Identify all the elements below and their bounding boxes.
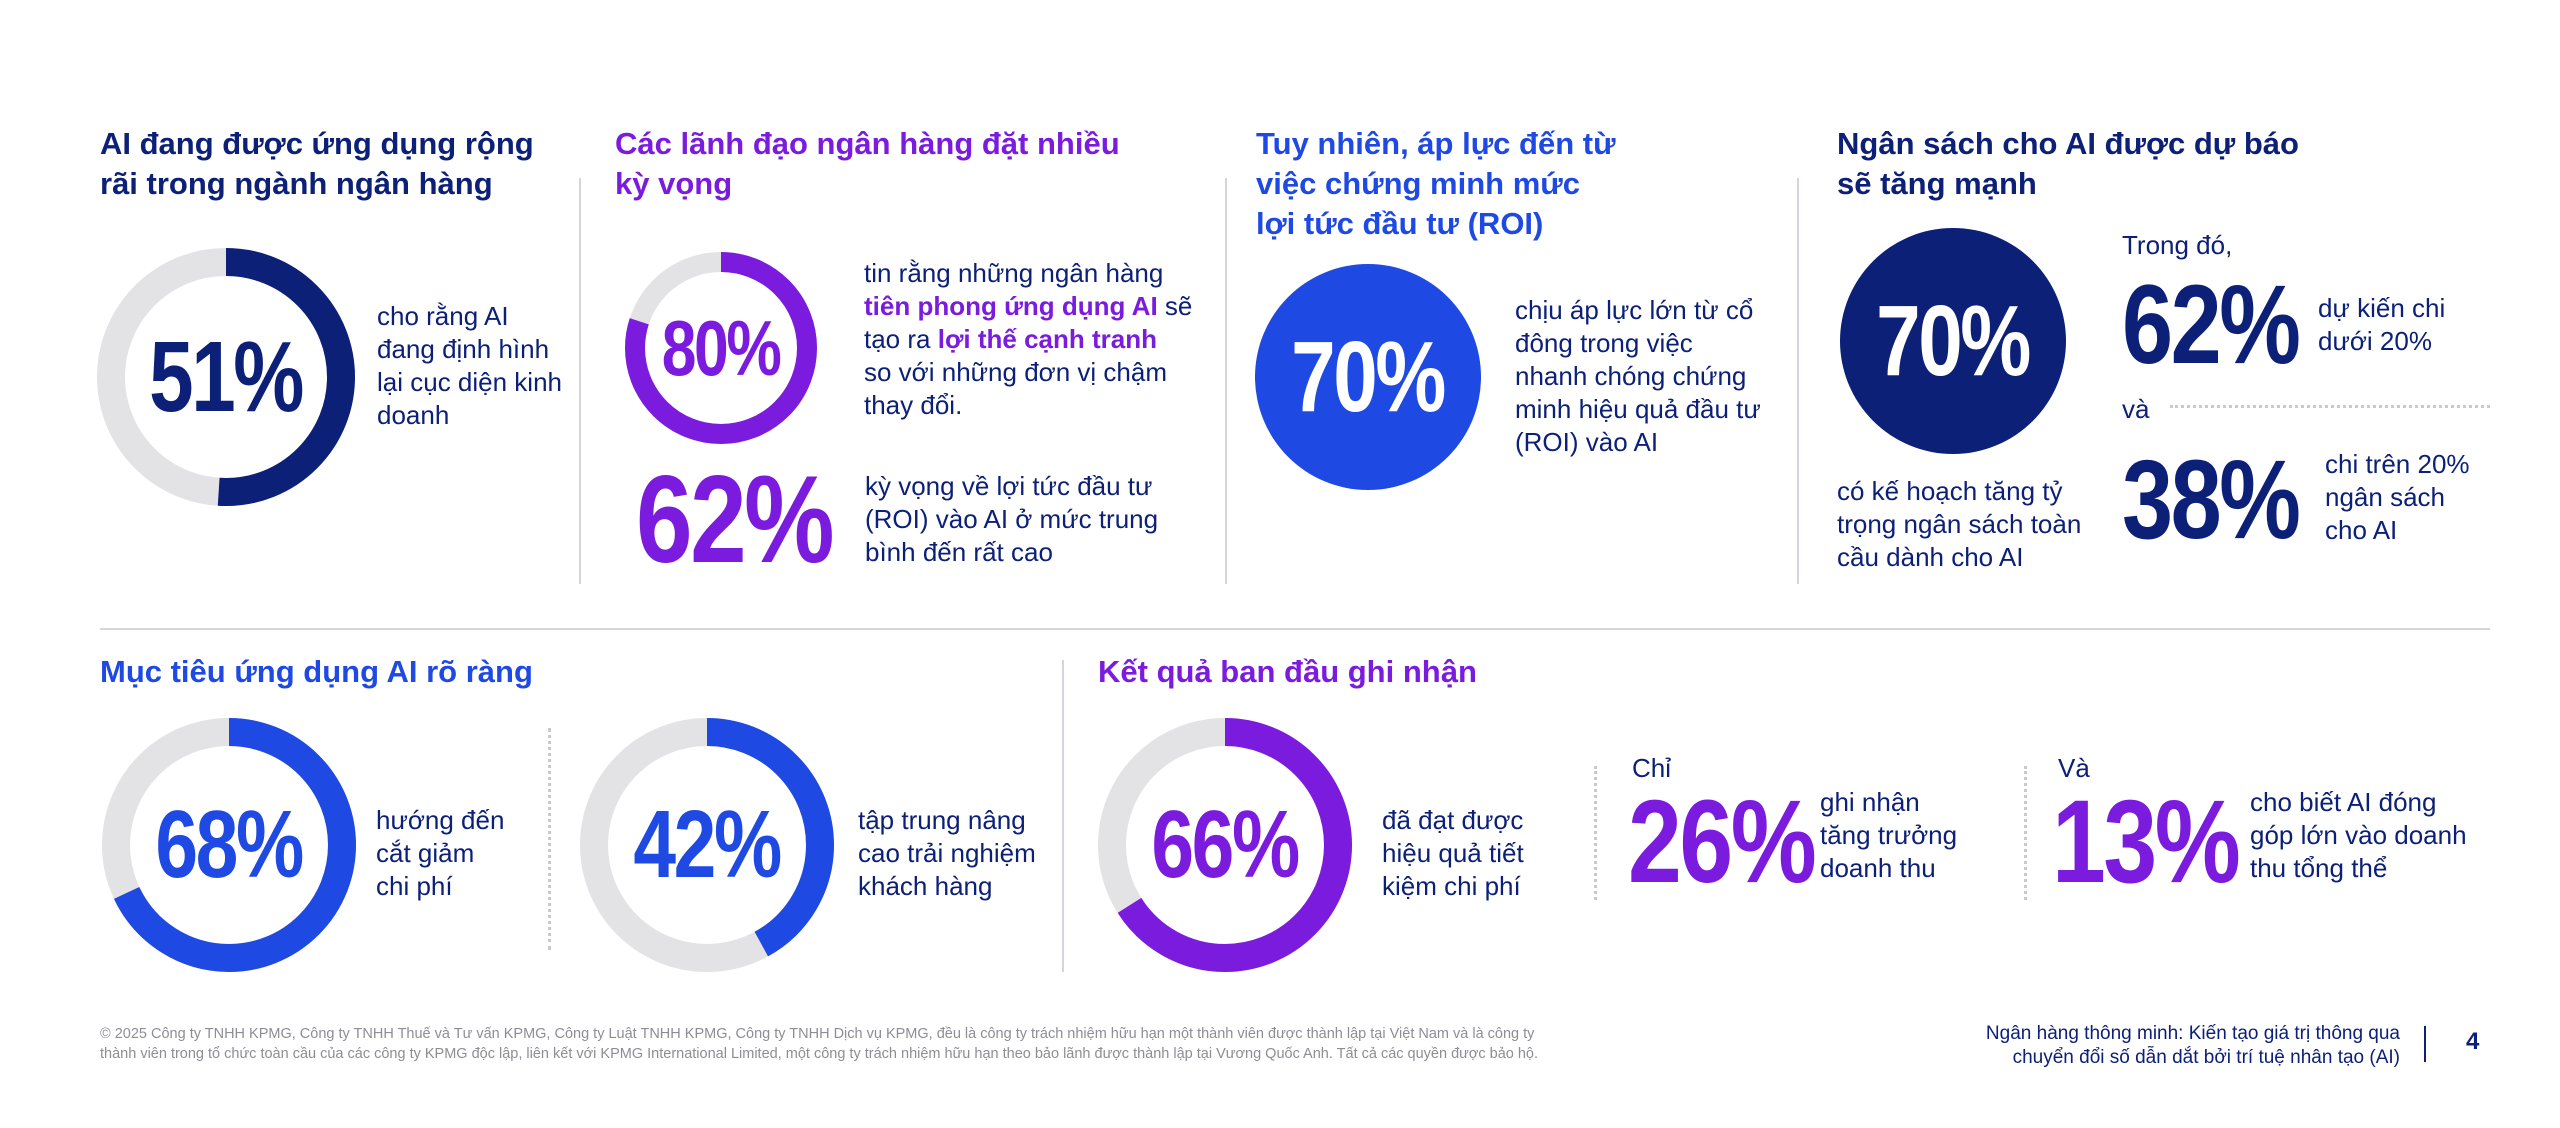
dotted-separator — [1594, 766, 1597, 900]
section6-title: Kết quả ban đầu ghi nhận — [1098, 654, 1477, 689]
section6-description-3: cho biết AI đóng góp lớn vào doanh thu t… — [2250, 787, 2467, 883]
panel1-description: cho rằng AI đang định hình lại cục diện … — [377, 301, 562, 430]
section6-donut-ring — [1098, 718, 1352, 972]
panel4-title: Ngân sách cho AI được dự báo sẽ tăng mạn… — [1837, 126, 2299, 201]
section5-donut-2: 42% — [580, 718, 834, 972]
donut-arc — [102, 718, 356, 972]
highlight-pioneer: tiên phong ứng dụng AI — [864, 291, 1158, 321]
section6-donut: 66% — [1098, 718, 1352, 972]
dotted-separator — [2024, 766, 2027, 900]
panel3-description: chịu áp lực lớn từ cổ đông trong việc nh… — [1515, 295, 1761, 457]
donut-arc — [580, 718, 834, 972]
panel3-filled-circle — [1255, 264, 1481, 490]
section5-value-2: 42% — [633, 791, 783, 898]
panel4-value-a: 62% — [2122, 262, 2301, 387]
panel3-value: 70% — [1291, 320, 1447, 433]
divider — [1797, 178, 1799, 584]
section6-intro-3: Và — [2058, 753, 2090, 783]
section5-description-1: hướng đến cắt giảm chi phí — [376, 805, 505, 901]
section5-donut-1-ring — [102, 718, 356, 972]
panel1-donut-ring — [97, 248, 355, 506]
section6-value-1: 66% — [1151, 791, 1301, 898]
horizontal-divider — [100, 628, 2490, 630]
section6-description-2: ghi nhận tăng trưởng doanh thu — [1820, 787, 1958, 883]
section5-description-2: tập trung nâng cao trải nghiệm khách hàn… — [858, 805, 1036, 901]
panel3-circle: 70% — [1255, 264, 1481, 490]
panel2-description-1: tin rằng những ngân hàng tiên phong ứng … — [864, 258, 1193, 420]
section6-value-2: 26% — [1628, 776, 1817, 908]
panel2-donut: 80% — [623, 250, 819, 446]
panel2-value-2: 62% — [636, 451, 835, 589]
panel2-title: Các lãnh đạo ngân hàng đặt nhiều kỳ vọng — [615, 126, 1120, 201]
section6-description-1: đã đạt được hiệu quả tiết kiệm chi phí — [1382, 805, 1524, 901]
panel4-circle: 70% — [1840, 228, 2066, 454]
panel4-description: có kế hoạch tăng tỷ trọng ngân sách toàn… — [1837, 476, 2082, 572]
section6-intro-2: Chỉ — [1632, 753, 1672, 783]
panel4-value-b: 38% — [2122, 437, 2301, 562]
panel3-title: Tuy nhiên, áp lực đến từ việc chứng minh… — [1256, 126, 1616, 241]
copyright-notice: © 2025 Công ty TNHH KPMG, Công ty TNHH T… — [100, 1026, 1539, 1062]
divider — [1225, 178, 1227, 584]
divider — [579, 178, 581, 584]
report-title: Ngân hàng thông minh: Kiến tạo giá trị t… — [1985, 1023, 2400, 1068]
panel2-description-2: kỳ vọng về lợi tức đầu tư (ROI) vào AI ở… — [865, 471, 1159, 567]
divider — [1062, 660, 1064, 972]
panel1-donut: 51% — [96, 247, 356, 507]
section5-value-1: 68% — [155, 791, 305, 898]
dotted-separator — [548, 728, 551, 950]
panel1-value: 51% — [149, 320, 305, 433]
panel2-donut-ring — [625, 252, 817, 444]
highlight-competitive-advantage: lợi thế cạnh tranh — [937, 324, 1158, 354]
section5-donut-2-ring — [580, 718, 834, 972]
section5-title: Mục tiêu ứng dụng AI rõ ràng — [100, 654, 533, 689]
panel4-connector: và — [2122, 394, 2150, 424]
panel2-value-1: 80% — [662, 303, 782, 392]
footer-divider — [2424, 1026, 2426, 1062]
panel4-description-a: dự kiến chi dưới 20% — [2318, 293, 2446, 356]
panel4-description-b: chi trên 20% ngân sách cho AI — [2325, 449, 2470, 545]
panel4-value: 70% — [1876, 284, 2032, 397]
dotted-separator — [2170, 405, 2490, 408]
section6-value-3: 13% — [2052, 776, 2241, 908]
page-number: 4 — [2466, 1028, 2480, 1055]
donut-arc — [625, 252, 817, 444]
panel4-intro: Trong đó, — [2122, 230, 2233, 260]
panel1-title: AI đang được ứng dụng rộng rãi trong ngà… — [100, 126, 534, 201]
donut-arc — [97, 248, 355, 506]
panel4-filled-circle — [1840, 228, 2066, 454]
section5-donut-1: 68% — [102, 718, 356, 972]
donut-arc — [1098, 718, 1352, 972]
